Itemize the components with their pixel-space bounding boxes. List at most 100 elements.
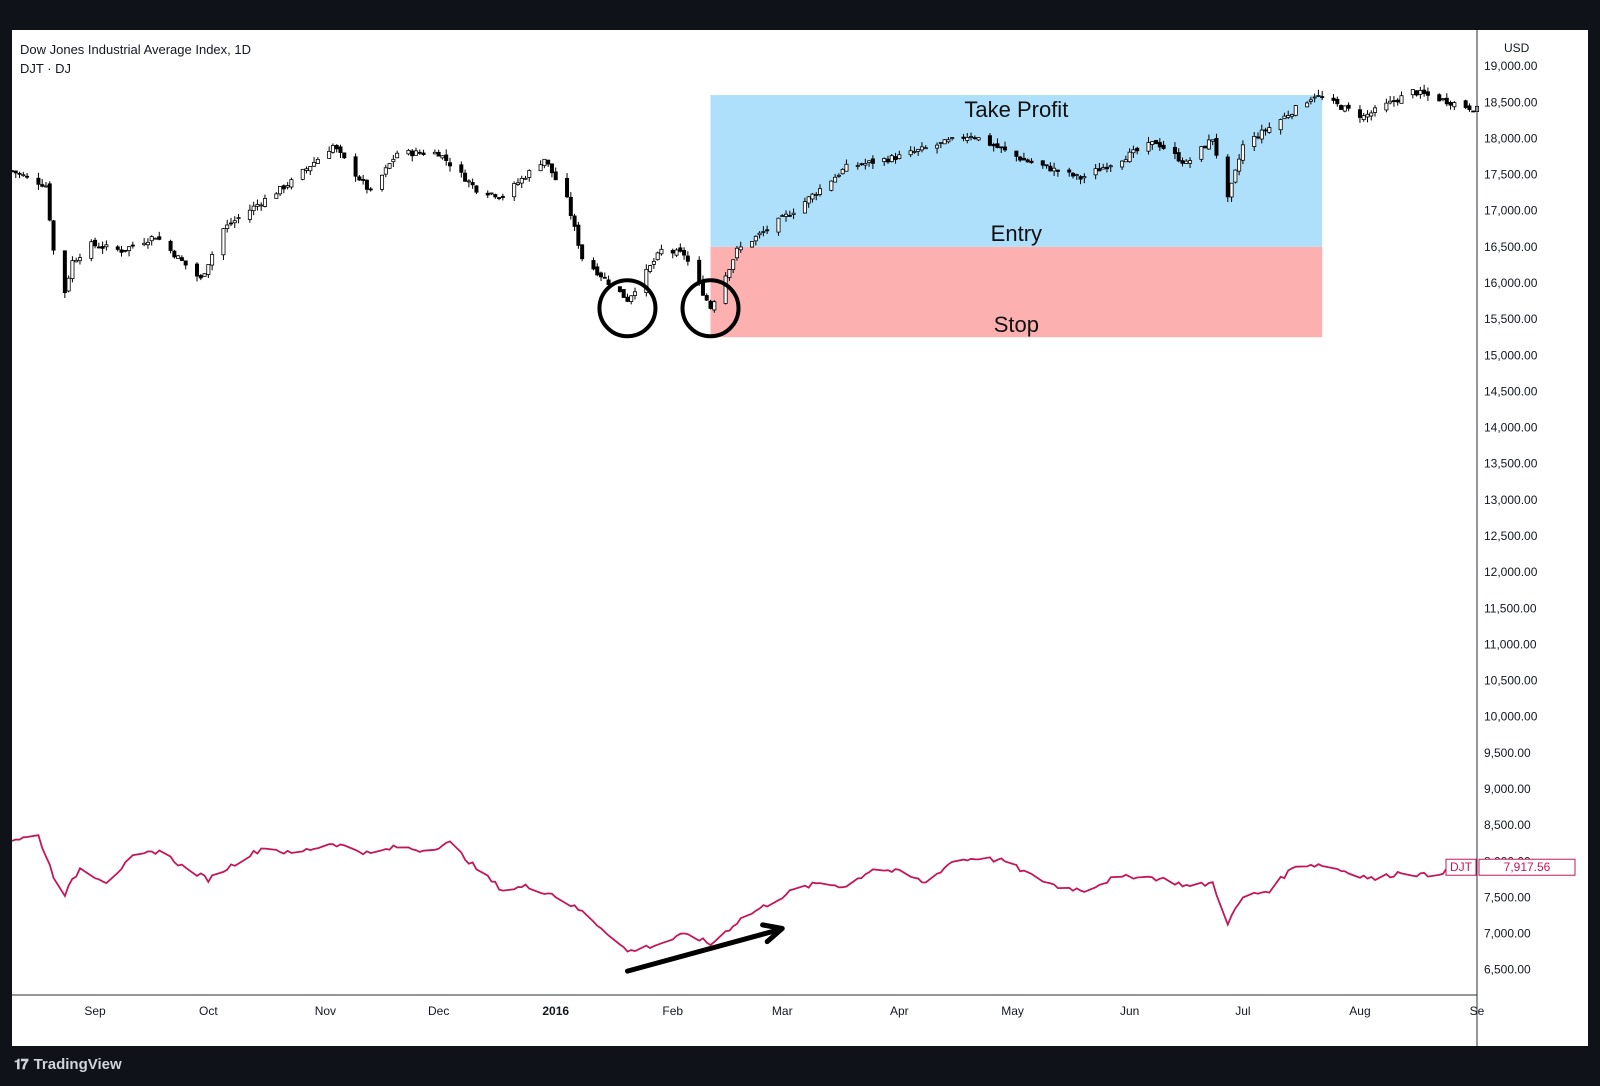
candle (1414, 90, 1419, 96)
candle (1003, 146, 1008, 151)
x-tick-label: Sep (84, 1004, 106, 1018)
take-profit-zone[interactable] (710, 95, 1323, 247)
candle (100, 246, 105, 249)
x-tick-label: Nov (315, 1004, 336, 1018)
candle (1157, 142, 1162, 148)
candle (1471, 110, 1476, 113)
candle (474, 185, 479, 193)
candle (1078, 176, 1083, 180)
candle (228, 222, 233, 225)
price-chart[interactable]: Take Profit Entry Stop USD 19,000.00 18,500.0… (12, 30, 1588, 1046)
y-tick-label: 14,000.00 (1484, 421, 1538, 435)
candle (221, 228, 226, 256)
candle (519, 178, 524, 184)
candle (497, 197, 502, 200)
candle (565, 178, 570, 198)
x-tick-label: 2016 (542, 1004, 569, 1018)
candle (697, 259, 702, 283)
candle (225, 224, 230, 230)
candle (357, 176, 362, 181)
entry-label: Entry (991, 221, 1042, 246)
candle (1206, 139, 1211, 150)
candle (633, 291, 638, 296)
candle (1229, 182, 1234, 198)
candle (1263, 129, 1268, 132)
candle (300, 168, 305, 180)
candle (278, 185, 283, 195)
candle (882, 158, 887, 162)
candle (889, 155, 894, 163)
candle (621, 289, 626, 298)
candle (1074, 174, 1079, 176)
candle (96, 246, 101, 249)
annotation-circle (597, 278, 658, 339)
y-tick-label: 12,500.00 (1484, 529, 1538, 543)
x-tick-label: Aug (1349, 1004, 1370, 1018)
candle (1025, 159, 1030, 163)
candle (1293, 105, 1298, 116)
candle (391, 158, 396, 163)
chart-panel[interactable]: Take Profit Entry Stop USD 19,000.00 18,500.0… (12, 30, 1588, 1046)
candle (289, 179, 294, 188)
candle (115, 246, 120, 250)
candle (757, 232, 762, 236)
candle (935, 144, 940, 149)
candle (1184, 160, 1189, 164)
candle (210, 254, 215, 266)
candle (912, 151, 917, 153)
candle (361, 179, 366, 181)
candle (421, 152, 426, 155)
candle (447, 162, 452, 167)
candle (1237, 158, 1242, 172)
tradingview-brand[interactable]: 𝟏𝟕 TradingView (14, 1056, 122, 1073)
x-tick-label: Dec (428, 1004, 449, 1018)
candle (810, 193, 815, 200)
candle (867, 160, 872, 163)
candle (1335, 98, 1340, 105)
candle (202, 273, 207, 277)
candle (818, 188, 823, 195)
candle (485, 192, 490, 196)
candle (1123, 159, 1128, 163)
stop-zone[interactable] (710, 246, 1323, 338)
candle (1188, 160, 1193, 164)
x-tick-label: Jun (1120, 1004, 1139, 1018)
candle (670, 250, 675, 254)
candle (387, 163, 392, 169)
candle (1361, 115, 1366, 121)
candle (674, 249, 679, 256)
y-tick-label: 10,500.00 (1484, 674, 1538, 688)
candle (1104, 166, 1109, 170)
candle (1441, 98, 1446, 101)
candle (1267, 127, 1272, 133)
candle (648, 265, 653, 272)
candle (1388, 100, 1393, 104)
candle (1097, 168, 1102, 172)
candle (916, 149, 921, 152)
candle (787, 215, 792, 217)
candle (784, 213, 789, 217)
candle (591, 260, 596, 270)
candle (1339, 105, 1344, 110)
candle (334, 145, 339, 150)
candle (580, 244, 585, 260)
candle (776, 217, 781, 233)
candle (123, 249, 128, 252)
candle (417, 151, 422, 154)
y-tick-label: 7,000.00 (1484, 927, 1531, 941)
candle (1444, 97, 1449, 105)
candle (255, 204, 260, 207)
take-profit-label: Take Profit (964, 97, 1068, 122)
candle (1180, 160, 1185, 164)
candle (364, 179, 369, 190)
x-tick-label: Feb (662, 1004, 683, 1018)
candle (1252, 136, 1257, 147)
candle (950, 137, 955, 140)
candle (1256, 136, 1261, 139)
candle (1154, 140, 1159, 145)
candle (1342, 105, 1347, 112)
x-tick-label: Mar (772, 1004, 793, 1018)
candle (885, 158, 890, 163)
y-tick-label: 11,000.00 (1484, 637, 1537, 651)
candle (750, 241, 755, 248)
